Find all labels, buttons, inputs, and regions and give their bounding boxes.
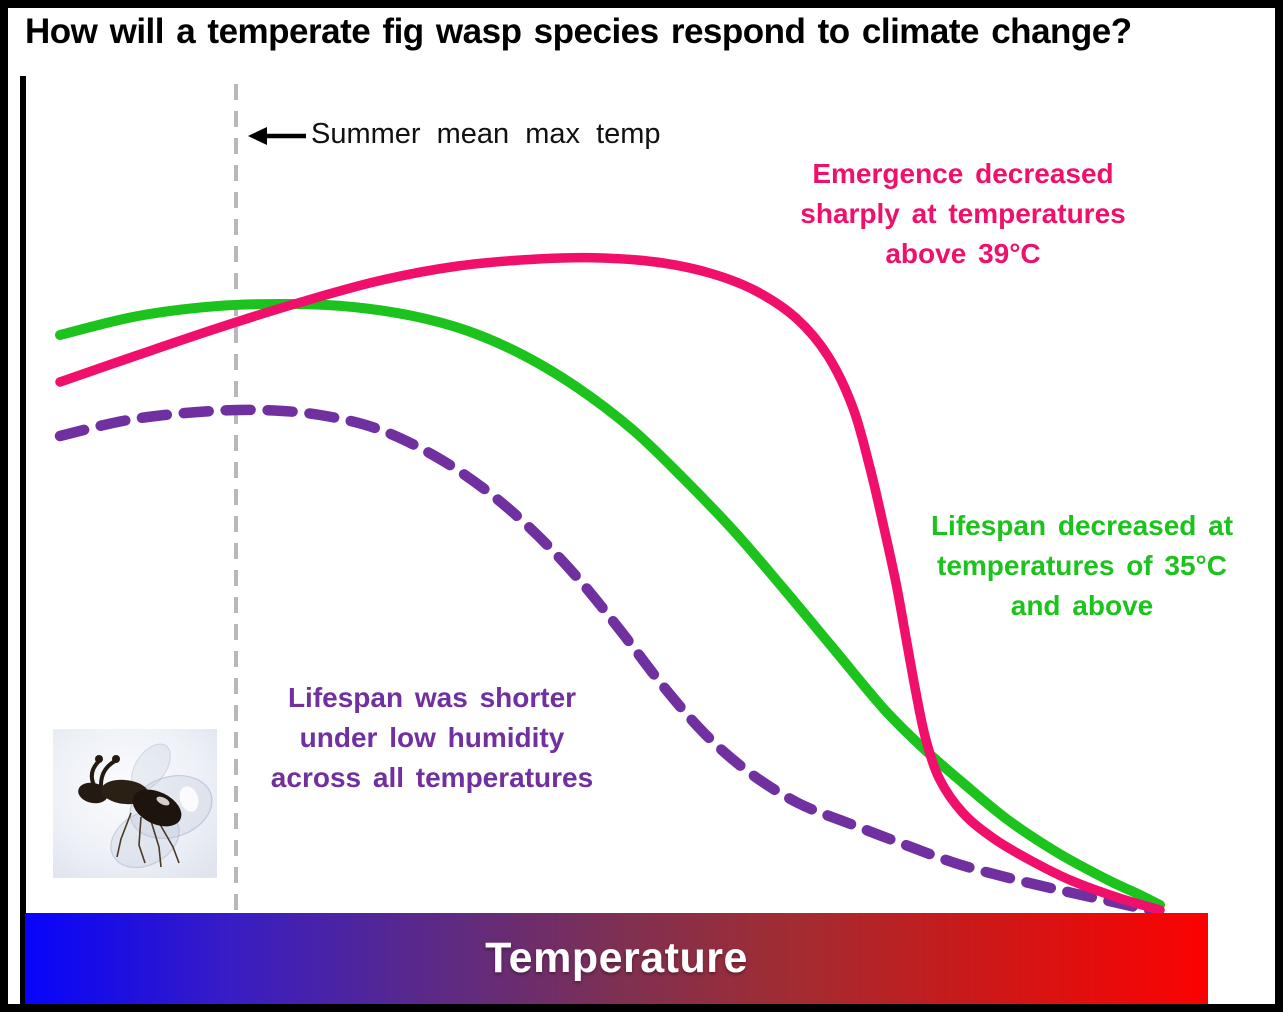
low-humidity-annotation: Lifespan was shorter under low humidity … [270,682,594,793]
fig-wasp-photo [53,729,217,878]
lifespan-annotation: Lifespan decreased at temperatures of 35… [930,510,1234,621]
x-axis-label: Temperature [485,934,748,982]
antenna-club [112,755,120,763]
curve-emergence [55,252,1165,915]
temperature-bar-shadow [31,1004,1214,1010]
temperature-gradient-bar: Temperature [25,913,1208,1004]
chart-canvas [20,76,1165,1004]
wing-highlight [179,786,199,812]
emergence-annotation: Emergence decreased sharply at temperatu… [800,158,1126,269]
left-arrow-icon [248,127,306,145]
wasp-legs [116,812,180,868]
wasp-abdomen [132,789,182,827]
antenna-club [95,755,103,763]
figure-title: How will a temperate fig wasp species re… [25,12,1132,51]
curve-lifespan-low-humidity [54,404,1162,918]
summer-max-temp-label: Summer mean max temp [311,118,661,150]
abdomen-shine [156,796,170,806]
wasp-head [78,782,108,804]
curve-lifespan [55,298,1165,910]
